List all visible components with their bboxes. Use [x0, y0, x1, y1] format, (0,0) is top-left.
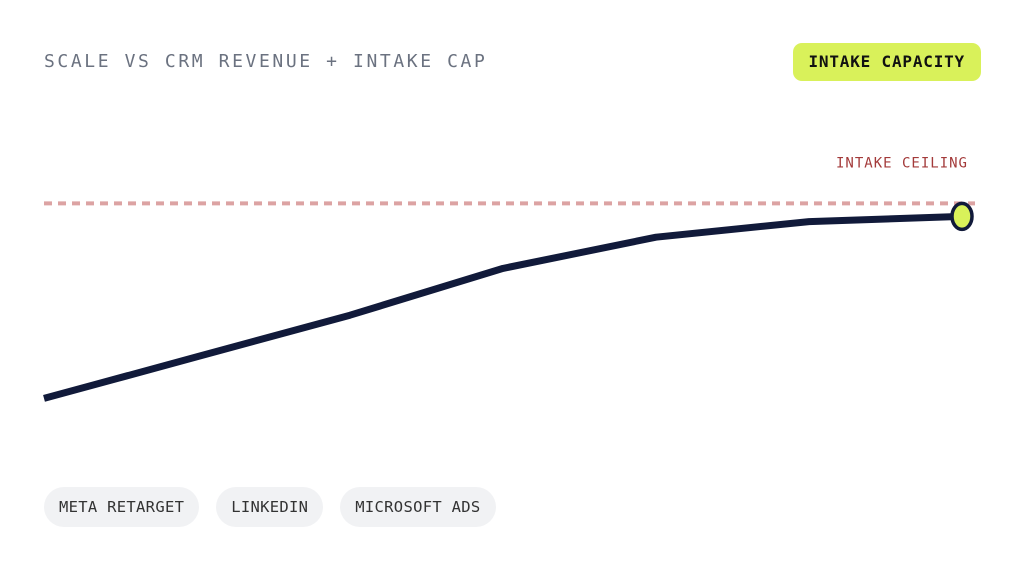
badge[interactable]: INTAKE CAPACITY	[792, 43, 981, 81]
tag-list: META RETARGET LINKEDIN MICROSOFT ADS	[44, 487, 496, 527]
line	[43, 212, 963, 402]
tag-chip[interactable]: META RETARGET	[44, 487, 200, 527]
ceiling-label: INTAKE CEILING	[836, 155, 968, 171]
tag-chip[interactable]: LINKEDIN	[216, 487, 324, 527]
end-marker	[950, 201, 974, 232]
card-title: SCALE VS CRM REVENUE + INTAKE CAP	[44, 51, 488, 72]
tag-chip[interactable]: MICROSOFT ADS	[340, 487, 496, 527]
